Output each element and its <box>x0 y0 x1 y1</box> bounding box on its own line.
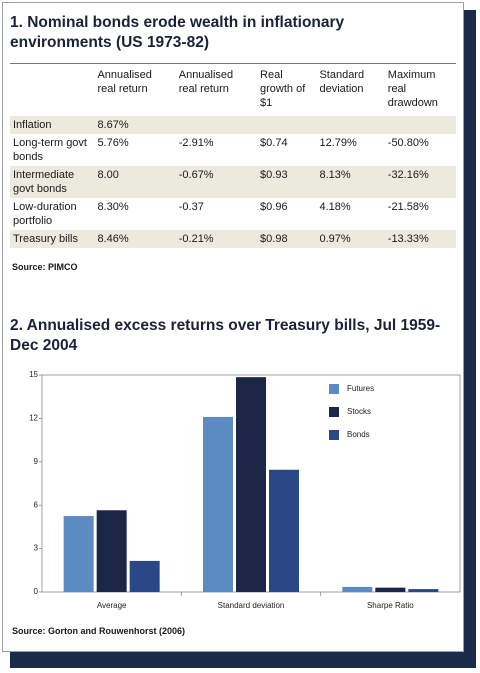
bar <box>129 560 160 592</box>
x-tick-label: Standard deviation <box>218 601 285 610</box>
cell <box>384 116 456 134</box>
legend-swatch <box>329 384 339 394</box>
y-tick-label: 3 <box>34 544 39 553</box>
header-cell <box>10 64 94 117</box>
bar <box>96 510 127 592</box>
cell: 8.67% <box>94 116 176 134</box>
bar <box>408 589 439 592</box>
cell: 0.97% <box>316 230 385 248</box>
cell: -0.37 <box>178 201 204 213</box>
cell: -0.21% <box>175 230 258 248</box>
cell: 8.30% <box>97 201 129 213</box>
cell: 8.13% <box>316 166 385 198</box>
cell: 8.00 <box>94 166 176 198</box>
y-tick-label: 15 <box>29 370 38 379</box>
header-row: Annualised real return Annualised real re… <box>10 64 456 117</box>
cell: $0.93 <box>257 166 317 198</box>
bar <box>375 587 406 592</box>
table: Annualised real return Annualised real re… <box>10 63 456 248</box>
chart-source: Source: Gorton and Rouwenhorst (2006) <box>12 626 186 636</box>
legend-swatch <box>329 407 339 417</box>
header-cell: Real growth of $1 <box>260 69 306 109</box>
cell: 5.76% <box>97 137 129 149</box>
cell <box>316 116 385 134</box>
bar <box>63 516 94 592</box>
table-row: Inflation 8.67% <box>10 116 456 134</box>
cell: $0.74 <box>260 137 288 149</box>
y-tick-label: 9 <box>34 457 39 466</box>
cell: -0.67% <box>175 166 258 198</box>
y-tick-label: 12 <box>29 414 38 423</box>
header-cell: Annualised real return <box>178 69 234 95</box>
row-label: Inflation <box>10 116 95 134</box>
legend-label: Futures <box>347 384 374 393</box>
bar <box>203 416 233 592</box>
chart-title: 2. Annualised excess returns over Treasu… <box>10 317 441 354</box>
x-tick-label: Sharpe Ratio <box>367 601 414 610</box>
cell <box>257 116 317 134</box>
row-label: Low-duration portfolio <box>13 201 77 227</box>
chart: 0 3 6 9 12 15 Average Standard deviation Sharpe … <box>29 370 461 610</box>
bar <box>236 377 266 592</box>
table-row: Long-term govt bonds 5.76% -2.91% $0.74 12.7… <box>10 134 456 166</box>
cell: -21.58% <box>387 201 429 213</box>
header-cell: Maximum real drawdown <box>387 69 438 109</box>
x-tick-label: Average <box>97 601 127 610</box>
table-row: Low-duration portfolio 8.30% -0.37 $0.96 4.1… <box>10 198 456 230</box>
cell <box>175 116 258 134</box>
cell: -50.80% <box>387 137 429 149</box>
header-cell: Standard deviation <box>319 69 365 95</box>
cell: -13.33% <box>384 230 456 248</box>
table-source: Source: PIMCO <box>12 262 78 272</box>
cell: 12.79% <box>319 137 357 149</box>
cell: -32.16% <box>384 166 456 198</box>
cell: 4.18% <box>319 201 351 213</box>
legend-label: Stocks <box>347 407 371 416</box>
cell: $0.98 <box>257 230 317 248</box>
y-tick-label: 6 <box>34 500 39 509</box>
cell: -2.91% <box>178 137 214 149</box>
bar <box>269 469 299 592</box>
row-label: Intermediate govt bonds <box>10 166 95 198</box>
table-row: Treasury bills 8.46% -0.21% $0.98 0.97% -13.3… <box>10 230 456 248</box>
row-label: Long-term govt bonds <box>13 137 87 163</box>
row-label: Treasury bills <box>10 230 95 248</box>
y-tick-label: 0 <box>34 587 39 596</box>
cell: 8.46% <box>94 230 176 248</box>
bar <box>342 586 373 592</box>
table-row: Intermediate govt bonds 8.00 -0.67% $0.93 8.… <box>10 166 456 198</box>
header-cell: Annualised real return <box>97 69 152 95</box>
cell: $0.96 <box>260 201 288 213</box>
table-title: 1. Nominal bonds erode wealth in inflati… <box>10 14 345 51</box>
legend-swatch <box>329 430 339 440</box>
legend-label: Bonds <box>347 430 370 439</box>
